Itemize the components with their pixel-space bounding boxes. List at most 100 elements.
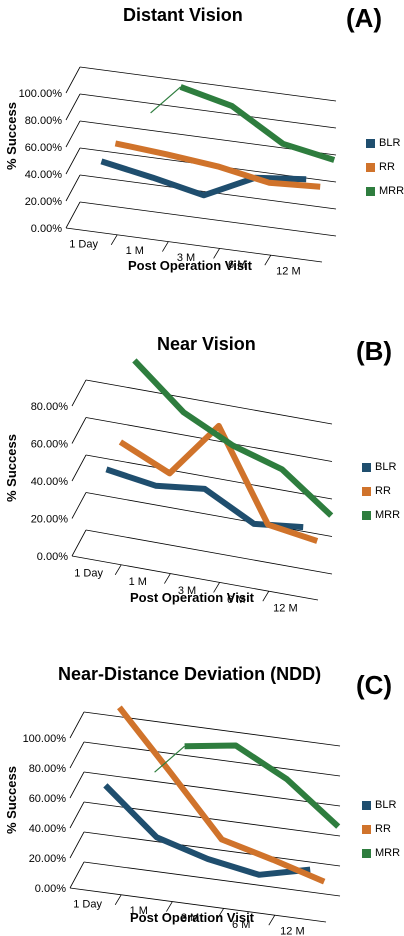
x-tick [213, 248, 220, 259]
y-tick-label: 60.00% [25, 142, 63, 154]
legend-item-rr: RR [366, 158, 404, 176]
chart-title: Distant Vision [123, 5, 243, 25]
series-line-mrr [179, 84, 336, 163]
y-axis-label: % Success [4, 434, 19, 502]
chart-panel-b: 0.00% 20.00% 40.00% 60.00% 80.00% 1 Day 1 M 3 M… [0, 322, 404, 622]
gridline [83, 831, 341, 867]
gridline [79, 66, 337, 102]
y-tick-label: 40.00% [29, 823, 67, 835]
gridline-depth [71, 454, 87, 482]
gridline-depth [71, 379, 87, 407]
floor-edge [69, 887, 327, 923]
gridline-depth [69, 711, 85, 739]
legend-label: BLR [379, 137, 401, 149]
series-line-blr [103, 783, 311, 878]
x-ticks: 1 Day 1 M 3 M 6 M 12 M [74, 564, 298, 615]
legend-label: RR [375, 485, 391, 497]
legend-item-blr: BLR [366, 134, 404, 152]
legend-swatch [362, 800, 371, 810]
legend-item-mrr: MRR [362, 506, 400, 524]
gridline [83, 741, 341, 777]
series-line-rr [114, 140, 321, 190]
series-line-rr [118, 422, 319, 544]
y-axis-label: % Success [4, 102, 19, 170]
y-tick-label: 40.00% [31, 476, 69, 488]
gridline-depth [69, 741, 85, 769]
gridline-depth [65, 147, 81, 175]
panel-letter: (A) [346, 3, 383, 33]
x-ticks: 1 Day 1 M 3 M 6 M 12 M [69, 234, 301, 278]
legend-item-blr: BLR [362, 458, 400, 476]
x-tick-label: 6 M [232, 919, 250, 931]
gridline-depth [65, 201, 81, 229]
floor-edge [71, 555, 319, 601]
y-tick-label: 20.00% [25, 196, 63, 208]
series-line-mrr [184, 742, 341, 829]
x-tick [114, 564, 122, 576]
x-tick [264, 254, 272, 266]
x-tick-label: 1 Day [69, 238, 98, 250]
panel-letter: (C) [356, 670, 393, 700]
legend-label: MRR [375, 847, 401, 859]
chart-plot-b: 0.00% 20.00% 40.00% 60.00% 80.00% 1 Day 1 M 3 M… [31, 358, 334, 615]
x-tick [164, 573, 171, 584]
x-tick-label: 6 M [227, 594, 245, 606]
legend-item-rr: RR [362, 820, 400, 838]
y-tick-label: 60.00% [31, 439, 69, 451]
x-axis-label: Post Operation Visit [130, 590, 255, 605]
gridline-depth [69, 801, 85, 829]
legend-item-blr: BLR [362, 796, 400, 814]
gridline-depth [65, 174, 81, 202]
gridline [83, 711, 341, 747]
legend-item-mrr: MRR [366, 182, 404, 200]
gridline-depth [71, 492, 87, 519]
gridline-depth [69, 771, 85, 799]
x-tick-label: 3 M [178, 585, 196, 597]
x-tick [114, 894, 122, 906]
x-axis-label: Post Operation Visit [130, 910, 255, 925]
chart-title: Near-Distance Deviation (NDD) [58, 664, 322, 684]
legend-item-rr: RR [362, 482, 400, 500]
gridline-depth [65, 66, 81, 94]
gridline-depth [71, 529, 87, 557]
chart-title: Near Vision [157, 334, 256, 354]
gridline [83, 861, 341, 897]
y-tick-label: 100.00% [19, 88, 63, 100]
x-tick [213, 582, 220, 593]
series-line-blr [100, 158, 307, 199]
legend-swatch [362, 824, 371, 834]
legend-swatch [366, 186, 375, 196]
panel-letter: (B) [356, 336, 393, 366]
series-line-mrr [132, 358, 334, 518]
x-axis-label: Post Operation Visit [128, 258, 253, 273]
y-tick-label: 0.00% [35, 883, 66, 895]
y-tick-label: 40.00% [25, 169, 63, 181]
x-tick [166, 901, 173, 912]
series-line-blr [105, 466, 304, 531]
gridline-depth [71, 417, 87, 444]
x-tick [162, 241, 169, 252]
x-tick-label: 3 M [177, 252, 195, 264]
legend: BLR RR MRR [362, 796, 400, 868]
gridline [85, 379, 333, 425]
chart-panel-c: 0.00% 20.00% 40.00% 60.00% 80.00% 100.00% 1 Da… [0, 656, 404, 936]
chart-plot-a: 0.00% 20.00% 40.00% 60.00% 80.00% 100.00% 1 Da… [19, 66, 337, 278]
y-tick-label: 0.00% [31, 223, 62, 235]
legend-swatch [366, 162, 375, 172]
y-tick-label: 80.00% [25, 115, 63, 127]
x-tick [268, 914, 276, 926]
legend-swatch [366, 138, 375, 148]
x-tick-label: 12 M [273, 603, 297, 615]
gridlines: 0.00% 20.00% 40.00% 60.00% 80.00% 100.00% [19, 66, 337, 263]
x-tick [110, 234, 118, 246]
gridline [83, 771, 341, 807]
y-tick-label: 80.00% [29, 763, 67, 775]
series-line-rr [117, 705, 326, 885]
gridline [85, 529, 333, 575]
x-tick [262, 590, 270, 602]
legend: BLR RR MRR [366, 134, 404, 206]
x-tick-label: 6 M [228, 259, 246, 271]
chart-plot-c: 0.00% 20.00% 40.00% 60.00% 80.00% 100.00% 1 Da… [23, 705, 341, 936]
gridline [79, 201, 337, 237]
legend-label: BLR [375, 799, 397, 811]
